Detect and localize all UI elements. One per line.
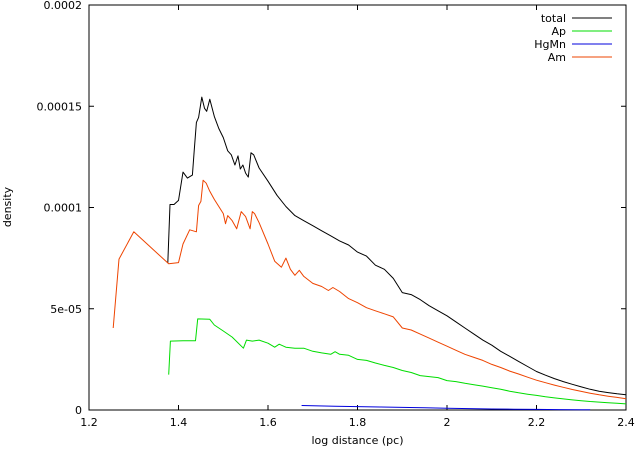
x-axis: 1.2 1.4 1.6 1.8 2 2.2 2.4 [80, 5, 635, 429]
y-tick-label: 0.0002 [44, 0, 83, 12]
x-tick-label: 1.4 [170, 416, 188, 429]
x-tick-label: 1.6 [259, 416, 277, 429]
series-line-hgmn [301, 405, 591, 411]
x-tick-label: 2.4 [617, 416, 635, 429]
y-tick-label: 0.00015 [37, 100, 83, 113]
x-tick-label: 1.8 [349, 416, 367, 429]
y-tick-label: 5e-05 [50, 303, 82, 316]
series-line-ap [168, 318, 627, 405]
series-line-total [167, 96, 627, 396]
legend-label-am: Am [548, 51, 566, 64]
x-axis-title: log distance (pc) [312, 434, 404, 447]
series-line-am [112, 179, 627, 400]
x-tick-label: 2.2 [528, 416, 546, 429]
legend-label-hgmn: HgMn [534, 38, 566, 51]
legend-label-ap: Ap [551, 25, 566, 38]
x-tick-label: 2 [444, 416, 451, 429]
y-tick-label: 0 [75, 404, 82, 417]
y-axis-title: density [1, 186, 14, 227]
series-layer [112, 96, 627, 411]
legend-label-total: total [541, 12, 566, 25]
y-axis: 0 5e-05 0.0001 0.00015 0.0002 [37, 0, 626, 417]
y-tick-label: 0.0001 [44, 202, 83, 215]
x-tick-label: 1.2 [80, 416, 98, 429]
